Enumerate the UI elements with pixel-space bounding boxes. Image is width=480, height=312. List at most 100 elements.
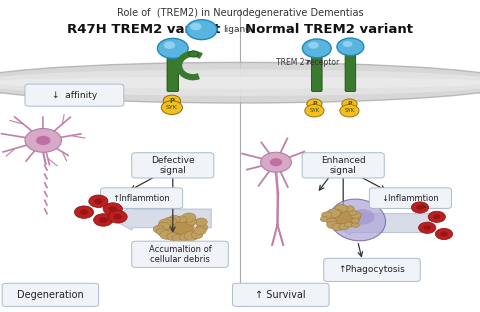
Ellipse shape <box>330 199 385 241</box>
FancyBboxPatch shape <box>100 188 182 208</box>
Circle shape <box>103 203 122 215</box>
Text: Defective
signal: Defective signal <box>151 156 194 175</box>
FancyBboxPatch shape <box>345 46 356 91</box>
Circle shape <box>307 99 322 109</box>
Text: ligand: ligand <box>223 25 251 34</box>
Circle shape <box>340 105 359 117</box>
Circle shape <box>196 224 208 232</box>
Ellipse shape <box>0 70 480 96</box>
FancyBboxPatch shape <box>132 241 228 267</box>
Text: ↓  affinity: ↓ affinity <box>52 91 97 100</box>
FancyBboxPatch shape <box>2 283 99 306</box>
Text: Role of  (TREM2) in Neurodegenerative Dementias: Role of (TREM2) in Neurodegenerative Dem… <box>117 8 363 18</box>
Circle shape <box>332 223 343 231</box>
Circle shape <box>158 222 170 230</box>
Circle shape <box>194 227 206 235</box>
Text: R47H TREM2 variant: R47H TREM2 variant <box>67 23 221 37</box>
Circle shape <box>161 101 182 115</box>
Circle shape <box>351 222 360 227</box>
FancyBboxPatch shape <box>312 47 322 91</box>
Circle shape <box>186 20 217 40</box>
Circle shape <box>342 99 357 109</box>
Circle shape <box>345 222 353 227</box>
Circle shape <box>327 209 340 217</box>
Circle shape <box>94 198 103 204</box>
Circle shape <box>157 38 188 58</box>
Circle shape <box>167 233 180 241</box>
Circle shape <box>25 129 61 152</box>
Text: P: P <box>169 98 174 104</box>
Circle shape <box>108 211 127 223</box>
Circle shape <box>177 216 187 223</box>
Circle shape <box>195 218 207 226</box>
Circle shape <box>416 205 424 210</box>
Circle shape <box>343 41 352 47</box>
Circle shape <box>352 215 360 220</box>
Circle shape <box>305 105 324 117</box>
Text: ↑Inflammtion: ↑Inflammtion <box>113 194 170 202</box>
FancyBboxPatch shape <box>369 188 451 208</box>
Ellipse shape <box>0 62 480 103</box>
Text: SYK: SYK <box>344 108 355 113</box>
Circle shape <box>337 38 364 56</box>
Circle shape <box>326 218 337 225</box>
Circle shape <box>435 228 453 240</box>
Circle shape <box>89 195 108 207</box>
Circle shape <box>153 225 165 233</box>
Circle shape <box>423 225 431 230</box>
FancyBboxPatch shape <box>25 84 124 106</box>
Circle shape <box>113 214 122 220</box>
Circle shape <box>345 206 354 212</box>
Circle shape <box>327 221 338 229</box>
Text: P: P <box>312 101 317 106</box>
Circle shape <box>270 158 282 166</box>
Ellipse shape <box>0 77 480 89</box>
Circle shape <box>322 212 332 219</box>
FancyBboxPatch shape <box>232 283 329 306</box>
Circle shape <box>419 222 436 233</box>
FancyBboxPatch shape <box>324 258 420 281</box>
FancyBboxPatch shape <box>302 153 384 178</box>
Circle shape <box>99 217 108 223</box>
Circle shape <box>411 202 429 213</box>
Circle shape <box>163 95 180 106</box>
FancyBboxPatch shape <box>132 153 214 178</box>
Circle shape <box>192 231 203 239</box>
Text: Normal TREM2 variant: Normal TREM2 variant <box>245 23 413 37</box>
Text: ↑ Survival: ↑ Survival <box>255 290 306 300</box>
FancyArrow shape <box>329 212 430 235</box>
Circle shape <box>308 42 319 49</box>
Circle shape <box>334 209 342 214</box>
Circle shape <box>172 234 183 241</box>
Circle shape <box>189 51 198 57</box>
Circle shape <box>182 213 196 222</box>
Text: TREM 2 receptor: TREM 2 receptor <box>276 58 339 67</box>
FancyArrow shape <box>110 207 211 230</box>
Circle shape <box>159 219 171 227</box>
Circle shape <box>186 218 196 225</box>
Circle shape <box>164 41 175 49</box>
Circle shape <box>350 212 361 219</box>
Text: P: P <box>347 101 352 106</box>
Circle shape <box>433 214 441 219</box>
FancyBboxPatch shape <box>167 47 179 91</box>
Circle shape <box>156 228 168 235</box>
Circle shape <box>302 39 331 58</box>
Circle shape <box>80 209 88 215</box>
Text: ↑Phagocytosis: ↑Phagocytosis <box>338 266 406 274</box>
Circle shape <box>166 218 194 237</box>
Text: Enhanced
signal: Enhanced signal <box>321 156 366 175</box>
Circle shape <box>348 210 357 215</box>
Circle shape <box>36 136 50 145</box>
Circle shape <box>164 217 177 226</box>
Circle shape <box>108 206 117 212</box>
Text: SYK: SYK <box>309 108 320 113</box>
Circle shape <box>160 230 174 239</box>
Circle shape <box>94 214 113 226</box>
Circle shape <box>184 231 199 241</box>
Circle shape <box>440 232 448 236</box>
Circle shape <box>339 223 349 230</box>
Circle shape <box>320 217 329 222</box>
Circle shape <box>74 206 94 218</box>
Circle shape <box>168 215 180 223</box>
